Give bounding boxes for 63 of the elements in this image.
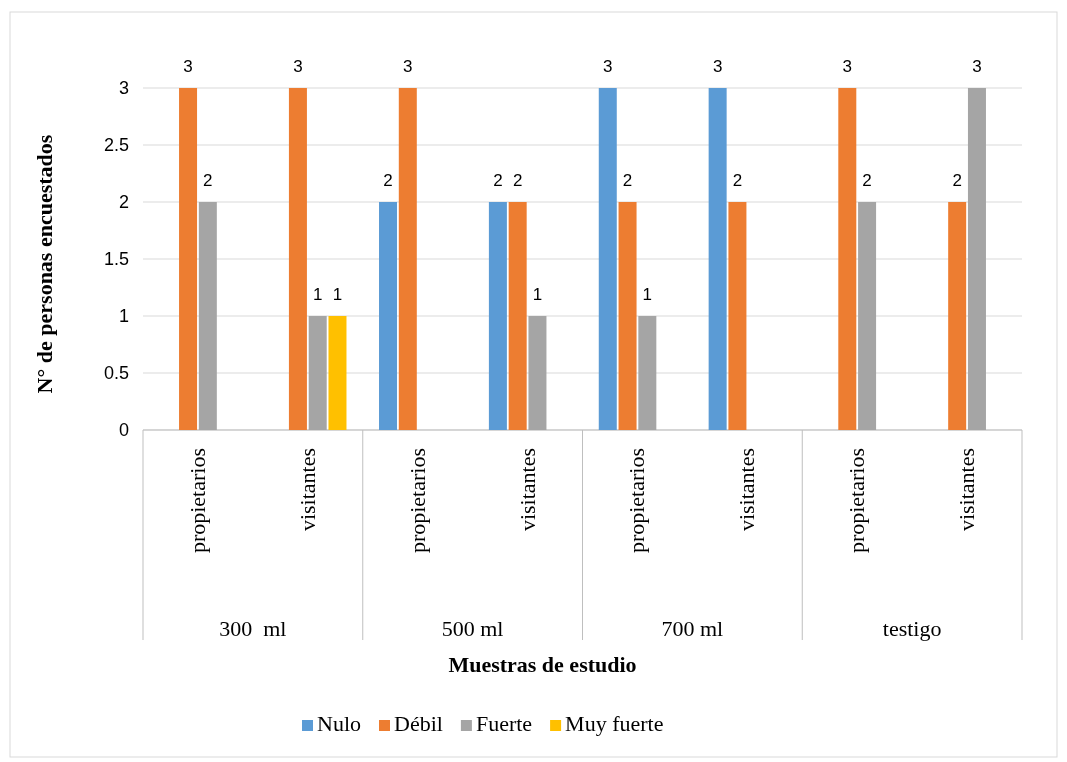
x-tick-label: visitantes — [954, 448, 980, 532]
text: 300 ml — [219, 616, 287, 641]
text: testigo — [882, 616, 942, 641]
data-label: 3 — [972, 57, 982, 76]
bar — [198, 202, 217, 430]
bar — [638, 316, 657, 430]
x-tick-label: visitantes — [734, 448, 760, 532]
bar — [967, 88, 986, 430]
x-tick-label: propietarios — [624, 448, 650, 554]
bar — [728, 202, 747, 430]
text: 700 ml — [661, 616, 724, 641]
x-tick-label: propietarios — [404, 448, 430, 554]
data-label: 2 — [952, 171, 962, 190]
legend-label: Muy fuerte — [565, 711, 664, 736]
y-tick-label: 3 — [118, 78, 129, 99]
data-label: 3 — [842, 57, 853, 76]
data-label: 3 — [603, 57, 613, 76]
bar — [948, 202, 967, 430]
bar — [488, 202, 507, 430]
y-tick-label: 0 — [118, 420, 129, 441]
x-axis-title: Muestras de estudio — [448, 652, 637, 677]
y-tick-label: 1.5 — [103, 249, 129, 270]
y-axis-title: N° de personas encuestados — [32, 134, 57, 394]
x-tick-label: visitantes — [514, 448, 540, 532]
data-label: 2 — [622, 171, 633, 190]
bar — [598, 88, 617, 430]
bar — [398, 88, 417, 430]
legend-label: Nulo — [317, 711, 361, 736]
legend-label: Fuerte — [475, 711, 533, 736]
data-label: 3 — [712, 57, 723, 76]
text: 500 ml — [441, 616, 504, 641]
bar — [288, 88, 307, 430]
x-tick-label: propietarios — [844, 448, 870, 554]
data-label: 2 — [383, 171, 393, 190]
bar — [328, 316, 347, 430]
bar — [379, 202, 398, 430]
x-tick-label: propietarios — [184, 448, 210, 554]
legend-label: Débil — [394, 711, 443, 736]
data-label: 1 — [532, 285, 543, 304]
y-tick-label: 2.5 — [103, 135, 129, 156]
bar — [308, 316, 327, 430]
y-tick-label: 0.5 — [103, 363, 129, 384]
data-label: 1 — [332, 285, 343, 304]
bar — [838, 88, 857, 430]
data-label: 2 — [732, 171, 743, 190]
x-tick-label: visitantes — [294, 448, 320, 532]
data-label: 3 — [293, 57, 303, 76]
data-label: 1 — [642, 285, 653, 304]
bar — [528, 316, 547, 430]
data-label: 1 — [312, 285, 323, 304]
y-tick-label: 1 — [118, 306, 129, 327]
bar — [708, 88, 727, 430]
data-label: 3 — [183, 57, 193, 76]
data-label: 2 — [512, 171, 523, 190]
bar — [858, 202, 877, 430]
data-label: 2 — [493, 171, 503, 190]
bar — [179, 88, 198, 430]
data-label: 3 — [403, 57, 413, 76]
y-tick-label: 2 — [118, 192, 129, 213]
bar — [618, 202, 637, 430]
data-label: 2 — [862, 171, 872, 190]
data-label: 2 — [203, 171, 213, 190]
bar — [508, 202, 527, 430]
